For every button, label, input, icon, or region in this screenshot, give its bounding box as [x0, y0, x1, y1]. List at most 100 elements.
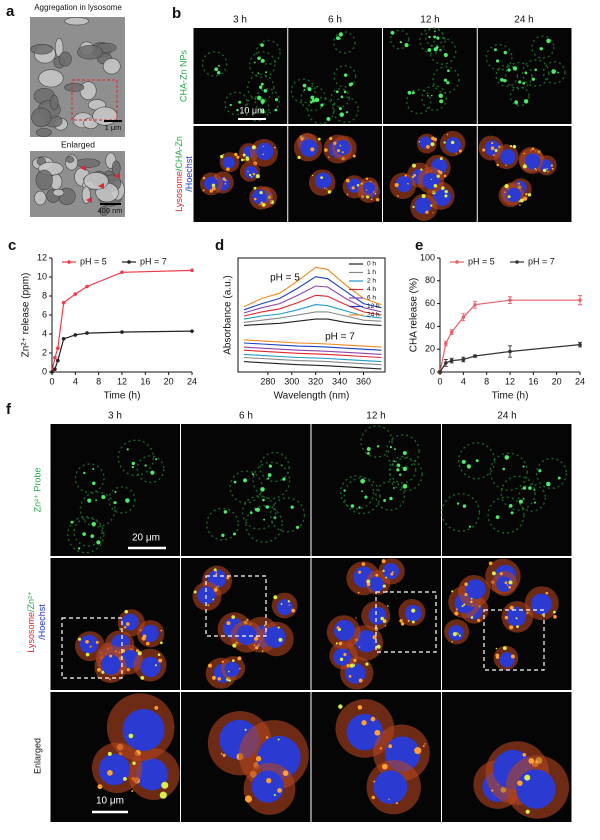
puncta: [374, 729, 381, 736]
probe-dot: [335, 90, 339, 94]
puncta: [126, 668, 130, 672]
probe-dot: [83, 471, 86, 475]
puncta: [522, 164, 527, 169]
probe-dot: [260, 58, 265, 63]
x-tick-label: 16: [140, 376, 150, 386]
puncta: [242, 153, 246, 157]
puncta: [458, 634, 461, 637]
probe-dot: [383, 499, 387, 502]
x-tick-label: 360: [356, 376, 371, 386]
y-axis-title: Absorbance (a.u.): [223, 275, 234, 355]
probe-dot: [82, 532, 86, 536]
puncta: [273, 793, 276, 797]
series-line: [243, 266, 382, 308]
legend-marker: [515, 260, 519, 264]
puncta: [207, 604, 210, 607]
probe-dot: [389, 445, 393, 449]
puncta: [508, 580, 513, 585]
x-tick-label: 4: [73, 376, 78, 386]
puncta: [365, 189, 368, 191]
puncta: [545, 591, 549, 595]
probe-dot: [290, 505, 294, 509]
scale-label: 10 μm: [239, 105, 264, 115]
probe-dot: [254, 61, 256, 64]
probe-dot: [131, 461, 135, 466]
puncta: [490, 146, 495, 151]
probe-dot: [504, 455, 510, 460]
puncta: [160, 629, 163, 632]
probe-dot: [512, 66, 518, 71]
organelle: [75, 158, 101, 168]
puncta: [358, 678, 363, 683]
puncta: [208, 663, 212, 668]
probe-dot: [427, 48, 432, 52]
nucleus: [135, 758, 168, 791]
probe-dot: [366, 447, 371, 451]
puncta: [353, 658, 357, 662]
organelle: [79, 81, 97, 101]
puncta: [352, 154, 356, 158]
micrograph: [288, 28, 382, 124]
probe-dot: [510, 511, 514, 515]
probe-dot: [447, 69, 450, 73]
probe-dot: [310, 95, 315, 100]
probe-dot: [343, 73, 348, 77]
x-tick-label: 16: [528, 376, 538, 386]
cell-outline: [500, 475, 536, 511]
puncta: [360, 182, 364, 185]
nucleus: [333, 648, 351, 666]
probe-dot: [360, 478, 366, 484]
puncta: [261, 202, 266, 207]
nucleus: [300, 139, 318, 157]
puncta: [341, 151, 344, 154]
puncta: [516, 625, 519, 629]
nucleus: [251, 770, 284, 803]
row-label: Lysosome/Zn²⁺: [26, 591, 36, 653]
probe-dot: [399, 473, 402, 476]
probe-dot: [223, 510, 228, 514]
puncta: [85, 639, 89, 644]
puncta: [509, 605, 514, 610]
probe-dot: [90, 534, 95, 538]
cell-outline: [307, 96, 335, 125]
puncta: [384, 625, 386, 627]
puncta: [390, 572, 394, 576]
legend-label: pH = 5: [80, 256, 107, 266]
puncta: [291, 608, 296, 613]
x-tick-label: 24: [575, 376, 585, 386]
puncta: [381, 559, 386, 564]
puncta: [97, 676, 99, 678]
puncta: [373, 780, 376, 783]
image-caption: Enlarged: [61, 139, 95, 149]
puncta: [123, 625, 127, 629]
cell-outline: [432, 66, 460, 94]
data-point: [85, 284, 89, 289]
puncta: [202, 189, 205, 192]
data-point: [56, 358, 60, 363]
probe-dot: [399, 40, 402, 44]
puncta: [343, 652, 347, 657]
puncta: [247, 170, 249, 173]
puncta: [400, 622, 405, 626]
data-point: [578, 342, 582, 347]
puncta: [509, 625, 514, 630]
x-tick-label: 8: [96, 376, 101, 386]
column-label: 6 h: [328, 15, 342, 26]
y-tick-label: 12: [37, 252, 47, 262]
puncta: [392, 571, 394, 573]
cell-outline: [487, 496, 525, 534]
data-point: [449, 358, 454, 363]
puncta: [502, 646, 507, 651]
puncta: [519, 204, 521, 206]
probe-dot: [260, 82, 264, 86]
puncta: [346, 664, 350, 668]
puncta: [107, 770, 113, 776]
x-axis-title: Time (h): [492, 391, 529, 402]
legend-label: 0 h: [367, 261, 376, 268]
puncta: [273, 146, 276, 149]
puncta: [211, 675, 216, 680]
probe-dot: [95, 499, 97, 501]
probe-dot: [546, 481, 551, 487]
puncta: [464, 593, 468, 597]
probe-dot: [461, 459, 466, 464]
